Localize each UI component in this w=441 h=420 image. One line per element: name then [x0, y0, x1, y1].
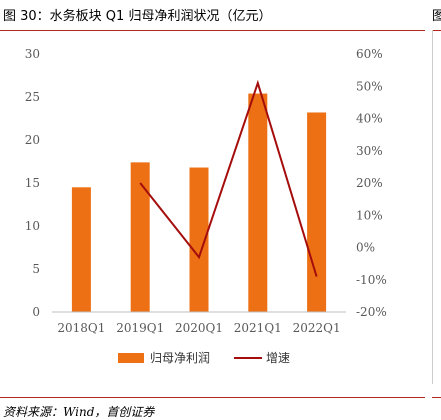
right-y-tick-label: 60% — [356, 47, 383, 61]
legend-swatch-net-profit — [118, 353, 144, 363]
right-y-tick-label: 40% — [356, 112, 383, 126]
legend: 归母净利润 增速 — [118, 351, 290, 365]
bar-2018Q1 — [72, 187, 91, 312]
bar-2019Q1 — [131, 162, 150, 312]
left-y-tick-label: 5 — [32, 262, 40, 276]
right-y-tick-label: 20% — [356, 176, 383, 190]
left-y-tick-label: 30 — [25, 47, 40, 61]
bottom-rule-adjacent — [432, 397, 441, 398]
left-y-tick-label: 25 — [25, 90, 40, 104]
x-axis: 2018Q1 2019Q1 2020Q1 2021Q1 2022Q1 — [57, 321, 340, 335]
right-y-tick-label: 0% — [356, 241, 375, 255]
x-tick-label: 2020Q1 — [175, 321, 223, 335]
x-tick-label: 2022Q1 — [293, 321, 341, 335]
legend-label-net-profit: 归母净利润 — [150, 351, 210, 365]
left-y-tick-label: 15 — [25, 176, 40, 190]
right-y-tick-label: -20% — [356, 305, 387, 319]
left-y-tick-label: 0 — [32, 305, 40, 319]
x-tick-label: 2021Q1 — [234, 321, 282, 335]
bar-2021Q1 — [248, 94, 267, 312]
growth-line — [140, 83, 316, 277]
left-y-tick-label: 10 — [25, 219, 40, 233]
right-y-tick-label: 50% — [356, 79, 383, 93]
legend-label-growth: 增速 — [266, 351, 290, 365]
bar-series-net-profit — [72, 94, 326, 312]
x-tick-label: 2018Q1 — [57, 321, 105, 335]
right-y-axis: -20% -10% 0% 10% 20% 30% 40% 50% 60% — [356, 47, 387, 319]
right-y-tick-label: 10% — [356, 208, 383, 222]
right-y-tick-label: 30% — [356, 144, 383, 158]
source-note: 资料来源：Wind，首创证券 — [3, 403, 154, 420]
left-y-axis: 0 5 10 15 20 25 30 — [25, 47, 40, 319]
x-tick-label: 2019Q1 — [116, 321, 164, 335]
bar-2022Q1 — [307, 112, 326, 312]
bottom-rule — [0, 397, 425, 398]
line-series-growth — [140, 83, 316, 277]
left-y-tick-label: 20 — [25, 133, 40, 147]
right-y-tick-label: -10% — [356, 273, 387, 287]
